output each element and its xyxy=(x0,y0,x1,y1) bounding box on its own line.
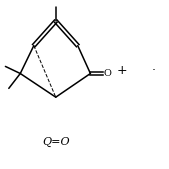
Text: +: + xyxy=(116,65,127,77)
Text: ·: · xyxy=(152,65,156,77)
Text: Q=O: Q=O xyxy=(42,137,70,147)
Text: O: O xyxy=(104,69,112,78)
